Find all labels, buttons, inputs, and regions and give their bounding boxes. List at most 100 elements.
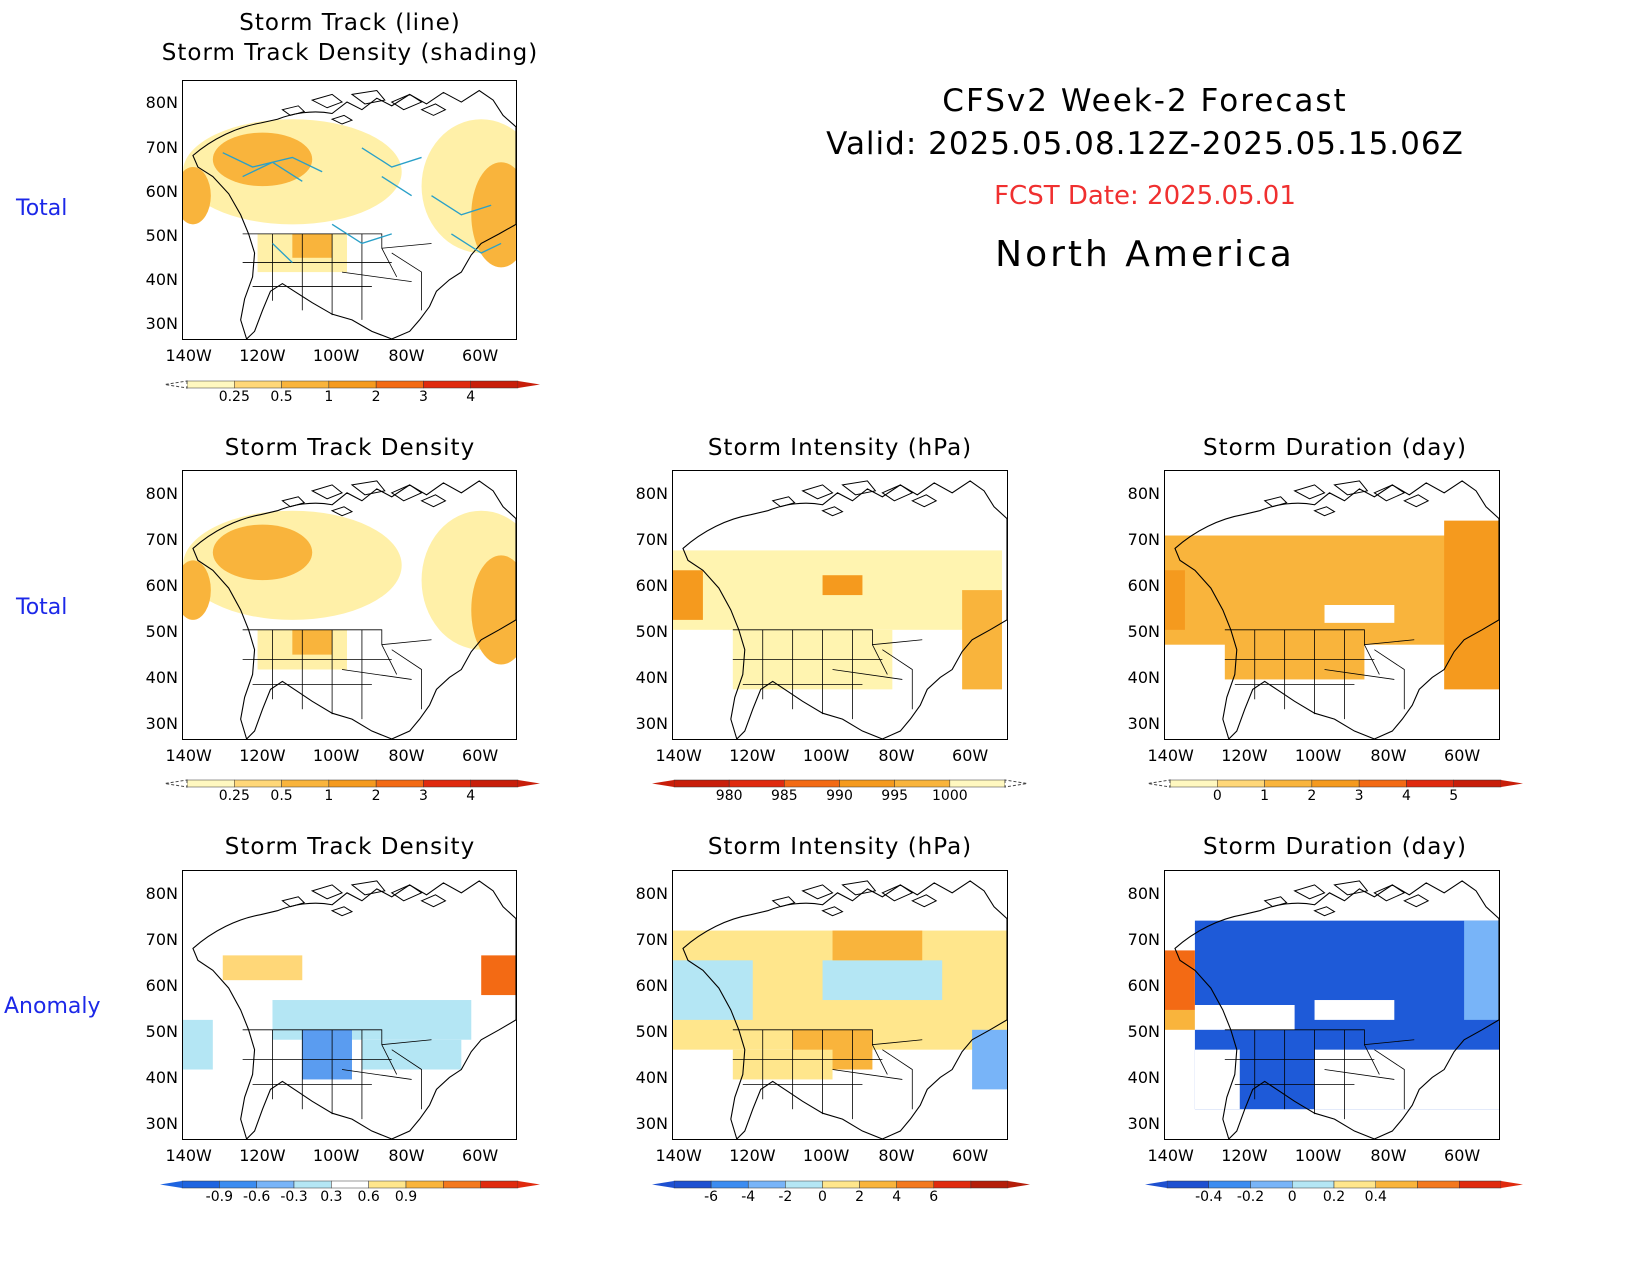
colorbar-segment — [405, 1180, 444, 1189]
island-outline — [821, 506, 844, 517]
island-outline — [1373, 484, 1406, 502]
colorbar-segment — [784, 779, 840, 788]
coastline — [192, 480, 516, 739]
shading-region — [962, 590, 1003, 690]
colorbar-segment — [710, 1180, 749, 1189]
colorbar-tick-label: 3 — [418, 389, 428, 405]
island-outline — [911, 494, 938, 508]
colorbar-segment — [480, 1180, 519, 1189]
island-outline — [821, 906, 844, 917]
colorbar-segment — [234, 779, 282, 788]
island-outline — [281, 105, 306, 116]
colorbar-segment — [186, 779, 235, 788]
colorbar-tick-label: 995 — [881, 788, 909, 804]
colorbar-tick-label: 2 — [855, 1189, 864, 1205]
island-outline — [390, 93, 423, 111]
lon-tick-label: 120W — [729, 746, 776, 765]
lon-tick-label: 60W — [1444, 746, 1481, 765]
storm-track-line — [431, 195, 492, 216]
state-border — [732, 1029, 923, 1046]
colorbar-tick-label: -6 — [704, 1189, 719, 1205]
shading-region — [361, 1039, 462, 1070]
colorbar-tick-label: 0 — [1212, 788, 1222, 804]
island-outline — [801, 884, 834, 900]
colorbar-tick-label: 5 — [1449, 788, 1459, 804]
state-border — [391, 1049, 422, 1110]
lat-tick-label: 40N — [635, 667, 668, 687]
colorbar-segment — [1358, 779, 1407, 788]
shading-region — [292, 233, 333, 258]
panel-title-density-total: Storm Track Density — [224, 435, 476, 461]
shading-region — [212, 132, 313, 187]
lon-tick-label: 140W — [165, 746, 212, 765]
state-border — [242, 233, 432, 249]
state-border — [1224, 629, 1415, 646]
colorbar-intensity: 980 985 990 995 1000 — [652, 779, 1027, 809]
lat-tick-label: 60N — [635, 576, 668, 596]
shading-region — [1165, 570, 1185, 630]
colorbar-segment — [1311, 779, 1360, 788]
lon-tick-label: 100W — [312, 1146, 360, 1165]
colorbar-tick-label: -2 — [778, 1189, 793, 1205]
lon-tick-label: 60W — [462, 746, 499, 765]
colorbar-segment — [1406, 779, 1454, 788]
storm-track-line — [451, 233, 502, 254]
lat-tick-label: 50N — [145, 622, 178, 641]
shading-region — [1314, 1000, 1395, 1020]
panel-title-intensity-anomaly: Storm Intensity (hPa) — [707, 834, 973, 860]
colorbar-intensity-anomaly: -6 -4 -2 0 2 4 6 — [652, 1180, 1030, 1210]
storm-track-line — [271, 242, 293, 264]
island-outline — [330, 114, 354, 125]
colorbar-segment — [256, 1180, 295, 1189]
colorbar-right-extension — [1008, 1181, 1030, 1188]
colorbar-right-extension — [518, 1181, 540, 1188]
lat-tick-label: 60N — [635, 976, 668, 996]
colorbar-segment — [859, 1180, 897, 1189]
island-outline — [330, 506, 354, 517]
lat-tick-label: 50N — [635, 622, 668, 641]
colorbar-tick-label: 2 — [371, 389, 381, 405]
lat-tick-label: 30N — [1127, 713, 1160, 733]
state-border — [341, 669, 412, 680]
lat-tick-label: 60N — [145, 976, 178, 996]
island-outline — [350, 480, 386, 496]
colorbar-tick-label: 0.4 — [1364, 1189, 1387, 1205]
island-outline — [1403, 894, 1430, 908]
colorbar-density-1: 0.25 0.5 1 2 3 4 — [165, 380, 540, 410]
state-border — [391, 252, 422, 311]
coastline — [682, 880, 1007, 1139]
lon-tick-label: 140W — [655, 746, 702, 765]
map-intensity-anomaly — [672, 870, 1008, 1140]
state-border — [832, 1069, 903, 1080]
island-outline — [1313, 506, 1336, 517]
lat-tick-label: 70N — [145, 530, 178, 550]
colorbar-tick-label: 0.5 — [270, 389, 293, 405]
region-name: North America — [995, 234, 1295, 275]
shading-region — [222, 955, 303, 981]
colorbar-tick-label: -0.2 — [1236, 1189, 1265, 1205]
colorbar-segment — [470, 779, 519, 788]
lat-tick-label: 50N — [145, 1022, 178, 1041]
colorbar-tick-label: 1 — [324, 788, 334, 804]
lon-tick-label: 100W — [1294, 1146, 1342, 1165]
island-outline — [801, 484, 834, 500]
colorbar-segment — [822, 1180, 860, 1189]
lon-tick-label: 140W — [1147, 1146, 1194, 1165]
shading-region — [183, 560, 211, 620]
shading-region — [1324, 605, 1395, 623]
state-border — [882, 1049, 913, 1110]
colorbar-tick-label: 4 — [466, 389, 476, 405]
lon-tick-label: 100W — [1294, 746, 1342, 765]
island-outline — [1373, 884, 1406, 902]
colorbar-segment — [1375, 1180, 1418, 1189]
colorbar-segment — [1166, 1180, 1209, 1189]
shading-region — [183, 167, 211, 225]
colorbar-tick-label: 1 — [1260, 788, 1270, 804]
shading-region — [1464, 920, 1499, 1020]
colorbar-segment — [896, 1180, 935, 1189]
colorbar-duration: 0 1 2 3 4 5 — [1148, 779, 1523, 809]
colorbar-density-anomaly: -0.9 -0.6 -0.3 0.3 0.6 0.9 — [160, 1180, 540, 1210]
state-border — [341, 1069, 412, 1080]
colorbar-tick-label: 4 — [1401, 788, 1411, 804]
lon-tick-label: 120W — [239, 346, 286, 365]
